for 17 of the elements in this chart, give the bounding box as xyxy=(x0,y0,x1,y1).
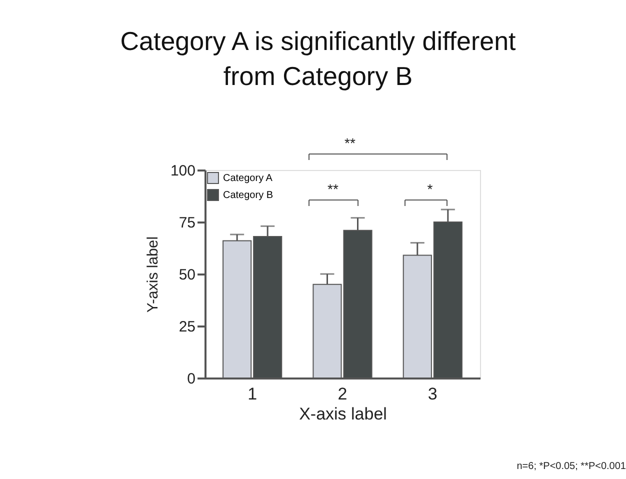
x-axis-title: X-axis label xyxy=(299,404,387,424)
text: n=6; *P<0.05; **P<0.001 xyxy=(516,461,626,472)
y-tick-label: 75 xyxy=(178,214,196,232)
x-tick-label: 3 xyxy=(428,384,438,404)
y-tick-label: 100 xyxy=(170,162,196,180)
x-tick-label: 2 xyxy=(338,384,348,404)
annotation: * xyxy=(427,181,434,197)
y-tick-label: 0 xyxy=(187,370,196,388)
text: ** xyxy=(344,135,356,151)
legend-label: Category B xyxy=(223,190,274,201)
y-tick-label: 25 xyxy=(178,318,196,336)
chart-title: Category A is significantly different from Category B xyxy=(120,26,517,91)
legend-label: Category A xyxy=(223,173,273,184)
x-tick-label: 1 xyxy=(248,384,258,404)
annotation: ** xyxy=(328,181,339,197)
y-axis-title: Y-axis label xyxy=(144,236,162,313)
y-tick-label: 50 xyxy=(178,266,196,284)
